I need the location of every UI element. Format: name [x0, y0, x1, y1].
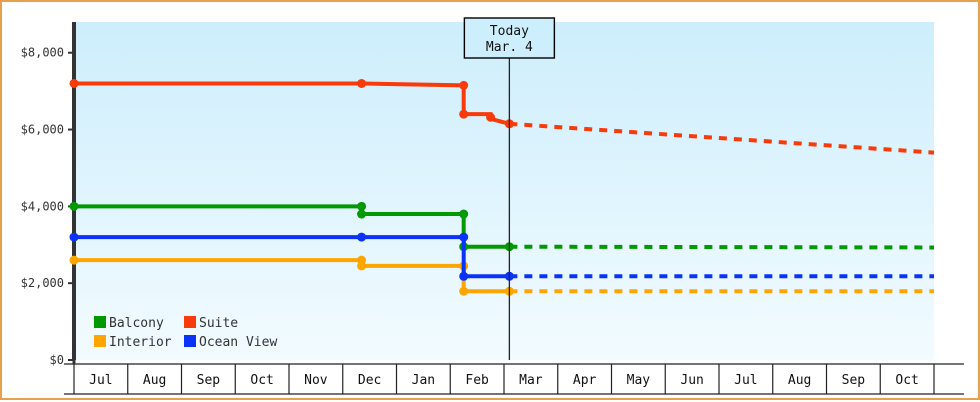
x-axis-tick-label: Dec: [358, 373, 381, 388]
series-data-point[interactable]: [459, 109, 469, 119]
series-solid-line: [74, 258, 510, 294]
x-axis-tick-label: Apr: [573, 373, 597, 388]
series-data-point[interactable]: [459, 271, 469, 281]
y-axis-tick-label: $8,000: [21, 46, 64, 60]
series-interior: [69, 255, 934, 296]
series-forecast-line: [509, 121, 935, 155]
series-data-point[interactable]: [357, 261, 367, 271]
series-data-point[interactable]: [69, 255, 79, 265]
legend-label[interactable]: Balcony: [109, 316, 164, 331]
x-axis-tick-label: Mar: [519, 373, 543, 388]
series-data-point[interactable]: [357, 232, 367, 242]
legend-swatch: [184, 316, 196, 328]
x-axis-tick-label: Oct: [895, 373, 918, 388]
legend-swatch: [184, 335, 196, 347]
x-axis-tick-label: Jun: [680, 373, 703, 388]
series-data-point[interactable]: [69, 201, 79, 211]
series-balcony: [69, 201, 935, 252]
today-annotation-box: [463, 17, 556, 59]
series-solid-line: [74, 204, 510, 249]
series-data-point[interactable]: [459, 232, 469, 242]
series-data-point[interactable]: [69, 78, 79, 88]
y-axis-tick-label: $2,000: [21, 276, 64, 290]
legend-swatch: [94, 335, 106, 347]
x-axis-tick-label: May: [627, 373, 651, 388]
series-data-point[interactable]: [459, 80, 469, 90]
series-data-point[interactable]: [357, 209, 367, 219]
legend-label[interactable]: Suite: [199, 316, 238, 331]
series-data-point[interactable]: [69, 232, 79, 242]
x-axis: Jul Aug Sep Oct Nov Dec Jan Feb Mar Apr May Jun Jul A…: [64, 363, 964, 395]
series-forecast-line: [509, 244, 935, 250]
series-suite: [69, 78, 935, 155]
series-data-point[interactable]: [459, 209, 469, 219]
series-data-point[interactable]: [357, 78, 367, 88]
today-annotation-line1: Today: [490, 24, 529, 39]
x-axis-tick-label: Aug: [143, 373, 166, 388]
x-axis-tick-label: Feb: [465, 373, 489, 388]
y-axis: $0 $2,000 $4,000 $6,000 $8,000: [21, 46, 74, 367]
x-axis-tick-label: Jul: [734, 373, 757, 388]
legend-swatch: [94, 316, 106, 328]
x-axis-tick-label: Oct: [250, 373, 273, 388]
series-data-point[interactable]: [357, 201, 367, 211]
x-axis-tick-label: Jul: [89, 373, 112, 388]
series-ocean-view: [69, 232, 934, 281]
x-axis-tick-label: Nov: [304, 373, 328, 388]
legend-label[interactable]: Ocean View: [199, 335, 277, 350]
legend: Balcony Suite Interior Ocean View: [94, 316, 277, 350]
y-axis-tick-label: $4,000: [21, 199, 64, 213]
y-axis-tick-label: $6,000: [21, 123, 64, 137]
x-axis-tick-label: Aug: [788, 373, 811, 388]
x-axis-tick-label: Sep: [842, 373, 866, 388]
y-axis-tick-label: $0: [50, 353, 64, 367]
series-data-point[interactable]: [486, 112, 496, 122]
x-axis-tick-label: Sep: [197, 373, 221, 388]
x-axis-tick-label: Jan: [412, 373, 435, 388]
today-annotation-line2: Mar. 4: [486, 40, 533, 55]
legend-label[interactable]: Interior: [109, 335, 172, 350]
plot-background: [74, 22, 934, 360]
series-data-point[interactable]: [459, 286, 469, 296]
